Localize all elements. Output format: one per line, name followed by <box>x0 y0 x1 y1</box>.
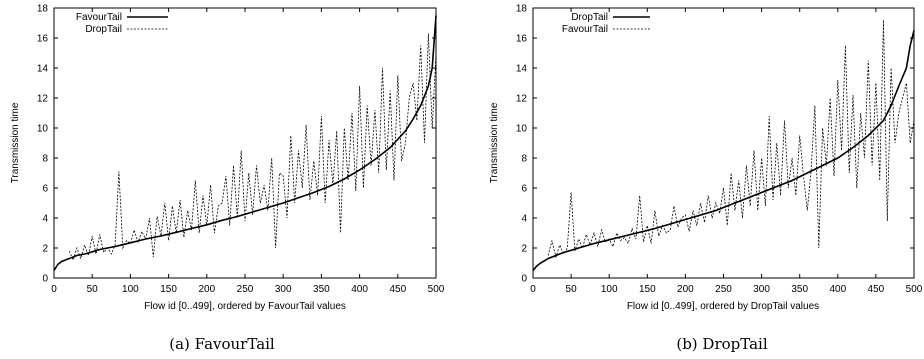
y-tick-label: 18 <box>516 4 528 15</box>
x-tick-label: 250 <box>715 284 732 295</box>
x-axis-label: Flow id [0..499], ordered by FavourTail … <box>144 301 346 312</box>
legend-label-2: FavourTail <box>562 24 608 35</box>
y-tick-label: 4 <box>521 214 527 225</box>
x-tick-label: 150 <box>639 284 656 295</box>
x-tick-label: 400 <box>829 284 846 295</box>
y-tick-label: 6 <box>42 184 48 195</box>
x-tick-label: 50 <box>566 284 578 295</box>
x-ticks: 0 50 100 150 200 250 300 350 400 450 500 <box>51 8 445 295</box>
chart-droptail: 0 2 4 6 8 10 12 14 16 18 0 50 100 150 200 250 300 350 400… <box>489 4 923 354</box>
plot-area-frame <box>532 7 915 279</box>
legend-label-1: FavourTail <box>76 12 122 23</box>
x-tick-label: 250 <box>237 284 254 295</box>
y-tick-label: 12 <box>516 94 528 105</box>
plot-area-frame <box>53 7 437 279</box>
legend: FavourTail DropTail <box>76 12 168 35</box>
x-tick-label: 200 <box>198 284 215 295</box>
x-tick-label: 0 <box>530 284 536 295</box>
chart-favourtail: 0 2 4 6 8 10 12 14 16 18 0 50 100 150 200 250 300 350 400… <box>10 4 445 354</box>
y-ticks: 0 2 4 6 8 10 12 14 16 18 <box>516 4 914 285</box>
series-line-favourtail <box>547 19 915 259</box>
y-tick-label: 0 <box>521 274 527 285</box>
y-ticks: 0 2 4 6 8 10 12 14 16 18 <box>37 4 436 285</box>
x-tick-label: 500 <box>906 284 923 295</box>
legend-label-2: DropTail <box>85 24 122 35</box>
x-tick-label: 100 <box>122 284 139 295</box>
y-tick-label: 4 <box>42 214 48 225</box>
x-ticks: 0 50 100 150 200 250 300 350 400 450 500 <box>530 8 923 295</box>
y-axis-label: Transmission time <box>489 102 500 183</box>
legend-label-1: DropTail <box>571 12 608 23</box>
x-tick-label: 150 <box>160 284 177 295</box>
y-axis-label: Transmission time <box>10 102 21 183</box>
y-tick-label: 2 <box>42 244 48 255</box>
y-tick-label: 8 <box>521 154 527 165</box>
y-tick-label: 12 <box>37 94 49 105</box>
x-tick-label: 300 <box>753 284 770 295</box>
x-tick-label: 350 <box>791 284 808 295</box>
x-tick-label: 300 <box>275 284 292 295</box>
x-tick-label: 100 <box>601 284 618 295</box>
x-tick-label: 400 <box>351 284 368 295</box>
y-tick-label: 16 <box>37 34 49 45</box>
x-tick-label: 450 <box>868 284 885 295</box>
x-tick-label: 500 <box>428 284 445 295</box>
legend: DropTail FavourTail <box>562 12 650 35</box>
series-line-droptail <box>532 30 915 272</box>
y-tick-label: 10 <box>37 124 49 135</box>
y-tick-label: 0 <box>42 274 48 285</box>
y-tick-label: 18 <box>37 4 49 15</box>
x-tick-label: 450 <box>389 284 406 295</box>
x-tick-label: 200 <box>677 284 694 295</box>
series-layer <box>53 15 437 271</box>
x-axis-label: Flow id [0..499], ordered by DropTail va… <box>627 301 819 312</box>
y-tick-label: 8 <box>42 154 48 165</box>
x-tick-label: 350 <box>313 284 330 295</box>
y-tick-label: 16 <box>516 34 528 45</box>
y-tick-label: 6 <box>521 184 527 195</box>
y-tick-label: 10 <box>516 124 528 135</box>
caption: (b) DropTail <box>676 335 767 353</box>
y-tick-label: 2 <box>521 244 527 255</box>
y-tick-label: 14 <box>37 64 49 75</box>
y-tick-label: 14 <box>516 64 528 75</box>
series-layer <box>532 19 915 272</box>
series-line-droptail <box>68 33 437 262</box>
x-tick-label: 50 <box>87 284 99 295</box>
series-line-favourtail <box>53 15 437 271</box>
x-tick-label: 0 <box>51 284 57 295</box>
caption: (a) FavourTail <box>169 335 275 353</box>
